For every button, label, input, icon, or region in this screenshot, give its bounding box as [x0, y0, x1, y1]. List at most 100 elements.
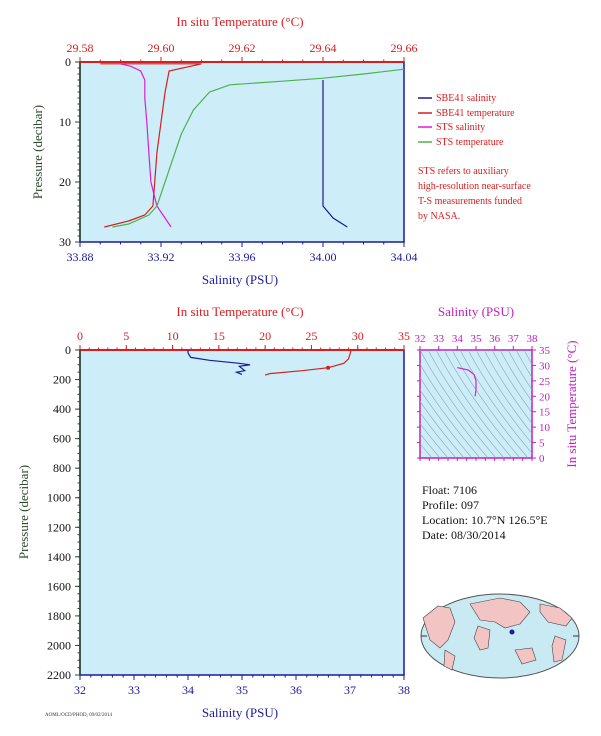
panel2-top-tick-label: 20	[259, 329, 271, 343]
density-contour	[467, 350, 532, 445]
panel3-density-contours	[420, 350, 532, 458]
series-line-sts-salinity	[120, 63, 172, 228]
panel3-top-tick-label: 32	[415, 333, 426, 345]
map-land-eurasia	[469, 597, 531, 629]
panel1-series	[100, 63, 405, 228]
panel2-top-tick-label: 30	[352, 329, 364, 343]
note-line-2: high-resolution near-surface	[418, 181, 531, 192]
float-id: Float: 7106	[422, 483, 477, 497]
legend-entry-sts-temperature: STS temperature	[436, 137, 504, 148]
density-contour	[451, 350, 529, 458]
panel1-bottom-tick-label: 33.96	[229, 250, 256, 264]
profile-number: Profile: 097	[422, 498, 479, 512]
panel2-top-tick-label: 0	[77, 329, 83, 343]
panel2-bottom-tick-label: 34	[182, 683, 194, 697]
density-contour	[420, 433, 441, 458]
panel1-y-axis-label: Pressure (decibar)	[30, 105, 45, 199]
panel3-right-ticks: 0 5 10 15 20 25 30 35	[417, 345, 551, 465]
panel1-y-tick-label: 30	[59, 235, 71, 249]
panel2-y-tick-label: 800	[53, 461, 71, 475]
footer-credit: AOML/OCD/PHOD, 09/02/2014	[45, 713, 112, 718]
float-location-marker	[509, 629, 515, 635]
panel3-top-tick-label: 36	[489, 333, 501, 345]
panel1-top-tick-label: 29.66	[391, 41, 418, 55]
density-contour	[459, 350, 532, 454]
panel2-series	[187, 349, 352, 376]
density-contour	[420, 350, 497, 458]
panel1-y-tick-label: 0	[65, 55, 71, 69]
density-contour	[420, 443, 433, 458]
panel1-y-ticks: 0 10 20 30	[59, 55, 80, 249]
panel2-top-tick-label: 35	[398, 329, 410, 343]
panel2-top-tick-label: 10	[167, 329, 179, 343]
panel3-right-tick-label: 30	[539, 360, 551, 372]
note-line-1: STS refers to auxiliary	[418, 166, 509, 177]
panel1-top-axis-label: In situ Temperature (°C)	[176, 14, 303, 29]
map-land-australia	[514, 647, 537, 665]
panel3-right-tick-label: 20	[539, 391, 551, 403]
panel3-right-tick-label: 35	[539, 345, 551, 357]
series-line-sbe41-salinity	[322, 80, 348, 228]
density-contour	[475, 350, 532, 435]
series-line-sts-temperature	[112, 68, 405, 228]
panel3-top-tick-label: 35	[471, 333, 483, 345]
panel2-y-tick-label: 0	[65, 343, 71, 357]
density-contour	[420, 401, 465, 458]
panel2-top-tick-label: 5	[123, 329, 129, 343]
panel-3-ts-diagram: Salinity (PSU) 32 33 34 35 36 37 38 0 5 10 15 20 25…	[415, 304, 580, 468]
panel2-top-ticks: 0 5 10 15 20 25 30 35	[77, 329, 410, 350]
density-contour	[483, 350, 532, 424]
density-contour	[523, 350, 532, 365]
panel1-top-tick-label: 29.60	[148, 41, 175, 55]
profile-date: Date: 08/30/2014	[422, 528, 506, 542]
world-map	[420, 593, 580, 679]
panel1-bottom-ticks: 33.88 33.92 33.96 34.00 34.04	[67, 242, 418, 264]
panel1-bottom-tick-label: 34.00	[310, 250, 337, 264]
panel2-top-tick-label: 25	[305, 329, 317, 343]
panel1-top-tick-label: 29.64	[310, 41, 337, 55]
panel3-right-tick-label: 25	[539, 376, 551, 388]
panel-2: In situ Temperature (°C) 0 5 10 15 20 25 30 35 …	[16, 304, 410, 720]
density-contour	[435, 350, 513, 458]
legend-entry-sts-salinity: STS salinity	[436, 122, 485, 133]
legend-entry-sbe41-temperature: SBE41 temperature	[436, 108, 515, 119]
panel2-y-tick-label: 600	[53, 432, 71, 446]
float-info: Float: 7106 Profile: 097 Location: 10.7°…	[422, 483, 548, 542]
density-contour	[491, 350, 532, 414]
panel2-y-tick-label: 1000	[47, 491, 71, 505]
panel3-plot-area	[419, 349, 533, 459]
panel3-top-tick-label: 34	[452, 333, 464, 345]
panel-1: In situ Temperature (°C) 29.58 29.60 29.62…	[30, 14, 531, 287]
panel3-top-tick-label: 33	[433, 333, 445, 345]
panel2-bottom-tick-label: 33	[128, 683, 140, 697]
temperature-marker	[326, 365, 331, 370]
density-contour	[499, 350, 532, 403]
panel1-bottom-tick-label: 33.92	[148, 250, 175, 264]
panel2-bottom-tick-label: 32	[74, 683, 86, 697]
panel1-note: STS refers to auxiliary high-resolution …	[418, 166, 531, 222]
panel3-right-tick-label: 15	[539, 407, 551, 419]
float-location: Location: 10.7°N 126.5°E	[422, 513, 548, 527]
panel2-top-tick-label: 15	[213, 329, 225, 343]
density-contour	[427, 350, 505, 458]
ts-curve	[457, 367, 477, 397]
panel3-right-tick-label: 5	[539, 438, 545, 450]
panel1-legend: SBE41 salinity SBE41 temperature STS sal…	[418, 93, 515, 148]
panel2-y-tick-label: 1200	[47, 520, 71, 534]
panel3-right-tick-label: 10	[539, 422, 551, 434]
panel2-y-ticks: 0 200 400 600 800 1000 1200 1400 1600 1800 2000 220…	[47, 343, 80, 682]
density-contour	[420, 422, 449, 458]
panel2-bottom-tick-label: 35	[236, 683, 248, 697]
density-contour	[420, 363, 489, 458]
panel2-y-tick-label: 2000	[47, 638, 71, 652]
panel2-bottom-axis-label: Salinity (PSU)	[202, 705, 278, 720]
map-land-africa	[473, 625, 491, 651]
panel3-right-axis-label: In situ Temperature (°C)	[564, 340, 579, 467]
panel1-top-tick-label: 29.62	[229, 41, 256, 55]
note-line-3: T-S measurements funded	[418, 196, 522, 207]
legend-entry-sbe41-salinity: SBE41 salinity	[436, 93, 496, 104]
panel1-bottom-tick-label: 34.04	[391, 250, 418, 264]
series-line-sbe41-temperature	[100, 63, 202, 228]
panel1-y-tick-label: 20	[59, 175, 71, 189]
